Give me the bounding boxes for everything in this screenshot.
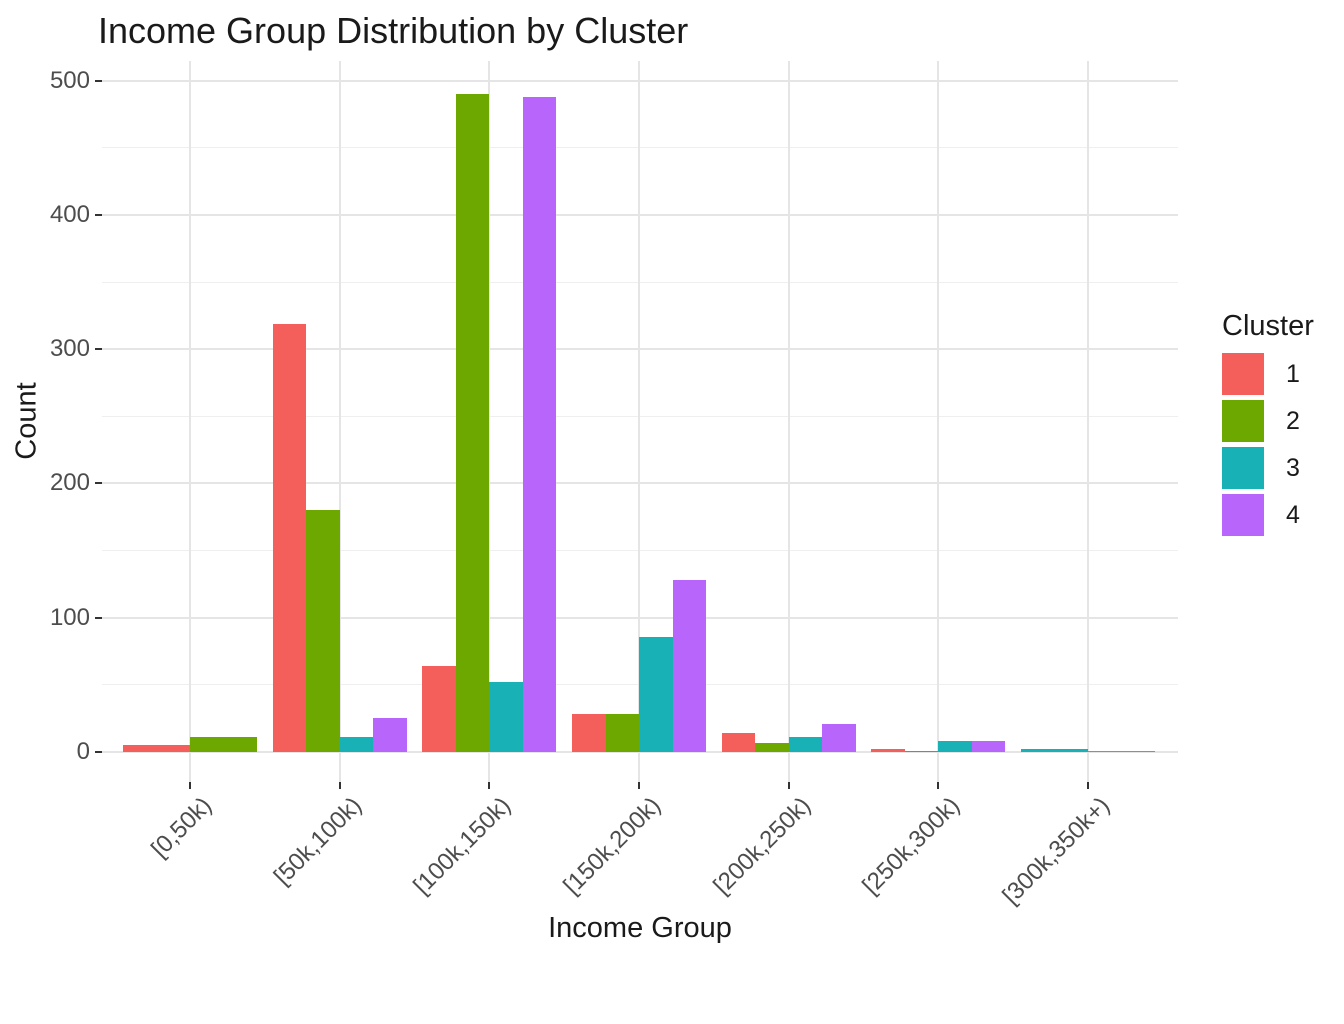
y-minor-gridline bbox=[102, 415, 1178, 417]
y-minor-gridline bbox=[102, 550, 1178, 552]
y-axis-tick bbox=[95, 482, 102, 485]
legend-item-cluster-4: 4 bbox=[1222, 494, 1314, 536]
bar-[50k,100k)-cluster-2 bbox=[306, 510, 340, 752]
bar-[250k,300k)-cluster-2 bbox=[904, 750, 939, 752]
legend-items: 1 2 3 4 bbox=[1222, 353, 1314, 536]
y-axis-tick-label: 500 bbox=[49, 66, 90, 94]
y-major-gridline bbox=[102, 213, 1178, 216]
x-axis-tick bbox=[189, 782, 191, 789]
y-axis-tick-label: 0 bbox=[76, 738, 90, 765]
bar-[0,50k)-cluster-1 bbox=[123, 745, 190, 752]
bar-[50k,100k)-cluster-3 bbox=[339, 737, 374, 752]
legend-label-cluster-2: 2 bbox=[1286, 406, 1300, 435]
y-axis-tick-label: 100 bbox=[49, 603, 90, 631]
x-gridline bbox=[488, 61, 491, 782]
x-axis-tick bbox=[338, 782, 341, 789]
y-axis-title: Count bbox=[10, 382, 43, 460]
x-gridline bbox=[937, 61, 940, 782]
bar-[300k,350k+)-cluster-3 bbox=[1021, 749, 1089, 752]
plot-panel bbox=[102, 61, 1178, 782]
x-axis-title: Income Group bbox=[548, 912, 732, 944]
bar-[100k,150k)-cluster-3 bbox=[489, 682, 523, 752]
legend-label-cluster-4: 4 bbox=[1286, 500, 1300, 529]
legend-title: Cluster bbox=[1222, 310, 1314, 342]
y-axis-tick-label: 400 bbox=[49, 200, 90, 228]
legend-key-cluster-2 bbox=[1222, 400, 1264, 442]
y-axis-tick bbox=[95, 79, 102, 82]
bar-[300k,350k+)-cluster-4 bbox=[1088, 750, 1156, 752]
bar-[200k,250k)-cluster-4 bbox=[822, 723, 856, 752]
legend-key-cluster-4 bbox=[1222, 494, 1264, 536]
y-axis-tick bbox=[95, 348, 102, 351]
bar-[50k,100k)-cluster-4 bbox=[373, 718, 407, 752]
legend: Cluster 1 2 3 4 bbox=[1222, 308, 1314, 541]
bar-[50k,100k)-cluster-1 bbox=[272, 323, 307, 752]
x-axis-tick bbox=[488, 782, 491, 789]
bar-[200k,250k)-cluster-1 bbox=[721, 733, 756, 752]
y-major-gridline bbox=[102, 616, 1178, 619]
legend-label-cluster-3: 3 bbox=[1286, 453, 1300, 482]
legend-item-cluster-1: 1 bbox=[1222, 353, 1314, 395]
y-major-gridline bbox=[102, 79, 1178, 82]
y-axis-tick-label: 300 bbox=[49, 335, 90, 363]
bar-[250k,300k)-cluster-1 bbox=[871, 749, 905, 752]
bar-[250k,300k)-cluster-4 bbox=[971, 741, 1006, 752]
y-major-gridline bbox=[102, 482, 1178, 485]
bar-[150k,200k)-cluster-4 bbox=[672, 580, 706, 752]
chart-figure: Income Group Distribution by Cluster Inc… bbox=[10, 10, 1314, 944]
y-minor-gridline bbox=[102, 281, 1178, 283]
bar-[150k,200k)-cluster-1 bbox=[572, 714, 606, 752]
legend-key-cluster-3 bbox=[1222, 447, 1264, 489]
y-axis-tick-label: 200 bbox=[49, 469, 90, 497]
y-axis-tick bbox=[95, 616, 102, 619]
x-gridline bbox=[189, 61, 191, 782]
y-axis-tick bbox=[95, 751, 102, 753]
legend-label-cluster-1: 1 bbox=[1286, 359, 1300, 388]
x-gridline bbox=[1087, 61, 1090, 782]
bar-[150k,200k)-cluster-2 bbox=[605, 714, 639, 752]
x-axis-tick bbox=[787, 782, 790, 789]
bar-[100k,150k)-cluster-1 bbox=[422, 666, 456, 752]
legend-item-cluster-2: 2 bbox=[1222, 400, 1314, 442]
bar-[250k,300k)-cluster-3 bbox=[938, 741, 972, 752]
x-gridline bbox=[787, 61, 790, 782]
bar-[200k,250k)-cluster-3 bbox=[788, 737, 823, 752]
chart-title: Income Group Distribution by Cluster bbox=[98, 10, 689, 51]
x-axis-tick bbox=[937, 782, 940, 789]
y-major-gridline bbox=[102, 751, 1178, 753]
y-minor-gridline bbox=[102, 147, 1178, 149]
y-major-gridline bbox=[102, 348, 1178, 351]
legend-key-cluster-1 bbox=[1222, 353, 1264, 395]
x-gridline bbox=[638, 61, 640, 782]
y-axis-tick bbox=[95, 213, 102, 216]
legend-item-cluster-3: 3 bbox=[1222, 447, 1314, 489]
bar-[100k,150k)-cluster-2 bbox=[455, 94, 490, 752]
bar-[0,50k)-cluster-2 bbox=[190, 737, 257, 752]
bar-[100k,150k)-cluster-4 bbox=[522, 96, 557, 752]
x-gridline bbox=[338, 61, 341, 782]
bar-[150k,200k)-cluster-3 bbox=[639, 636, 673, 752]
x-axis-tick bbox=[1087, 782, 1090, 789]
x-axis-tick bbox=[638, 782, 640, 789]
bar-[200k,250k)-cluster-2 bbox=[755, 742, 789, 752]
